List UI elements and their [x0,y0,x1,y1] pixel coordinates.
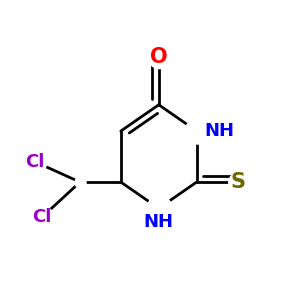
Text: S: S [230,172,245,192]
Text: NH: NH [204,122,234,140]
Text: Cl: Cl [25,153,44,171]
Text: Cl: Cl [32,208,52,226]
Text: O: O [150,47,168,67]
Text: NH: NH [144,213,174,231]
